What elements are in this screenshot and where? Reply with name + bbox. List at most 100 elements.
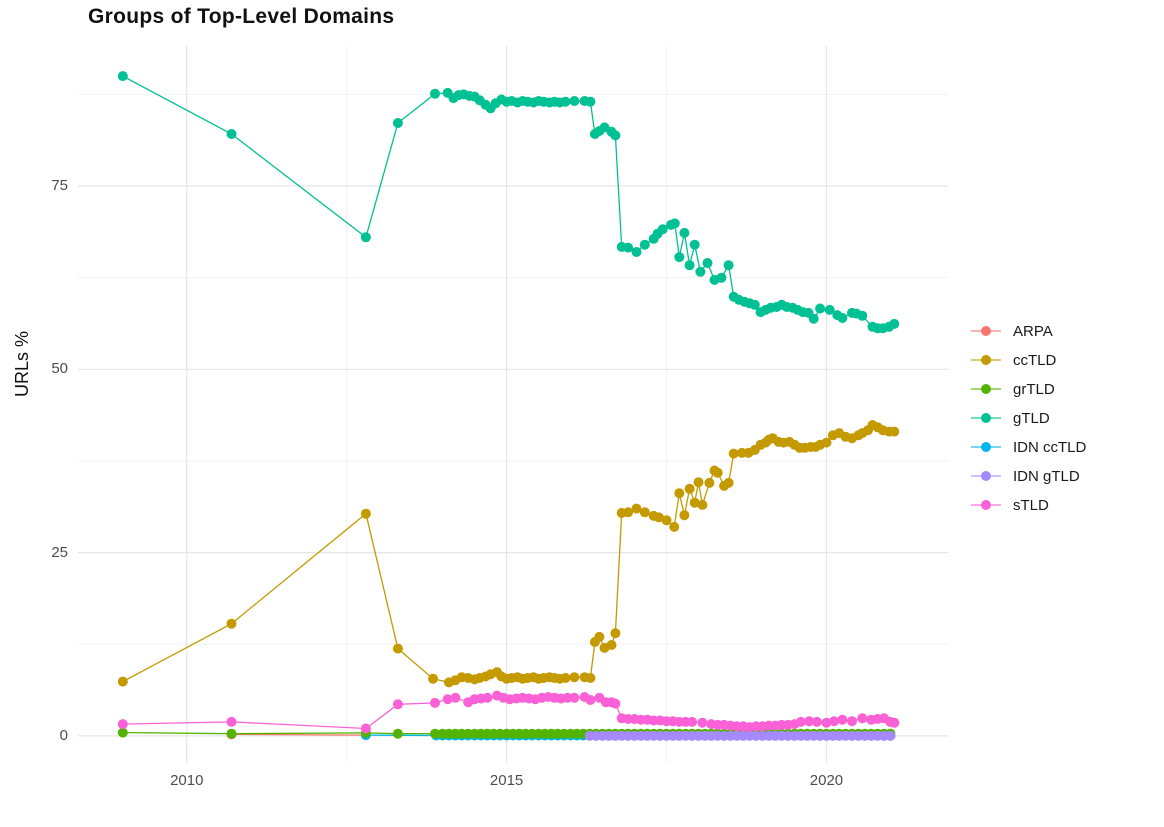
data-point — [749, 299, 760, 310]
data-point — [679, 227, 690, 238]
legend-key-dot — [981, 384, 991, 394]
data-point — [669, 521, 680, 532]
x-tick-label: 2015 — [489, 772, 524, 789]
data-point — [821, 717, 832, 728]
legend-item-arpa: ARPA — [971, 321, 1086, 341]
data-point — [360, 508, 371, 519]
data-point — [687, 716, 698, 727]
data-point — [430, 728, 440, 739]
data-point — [560, 96, 571, 107]
y-tick-label: 75 — [51, 177, 68, 195]
y-tick-label: 25 — [51, 543, 68, 561]
series-stld — [117, 690, 900, 734]
data-point — [693, 477, 704, 488]
data-point — [226, 618, 237, 629]
data-point — [392, 643, 403, 654]
data-point — [392, 699, 403, 710]
series-gtld — [117, 71, 900, 334]
data-point — [610, 130, 621, 141]
data-point — [808, 313, 819, 324]
legend-label: sTLD — [1013, 496, 1049, 514]
legend-key-dot — [981, 500, 991, 510]
data-point — [695, 266, 706, 277]
legend-label: ccTLD — [1013, 351, 1057, 369]
legend: ARPA ccTLD grTLD gTLD IDN ccTLD IDN gTLD sTLD — [971, 321, 1086, 515]
data-point — [689, 497, 700, 508]
data-point — [482, 692, 493, 703]
legend-key-dot — [981, 355, 991, 365]
data-point — [117, 719, 128, 730]
series-line — [122, 75, 895, 329]
data-point — [610, 698, 621, 709]
data-point — [430, 88, 440, 99]
data-point — [392, 118, 403, 128]
data-point — [639, 239, 650, 250]
data-point — [815, 303, 826, 314]
data-point — [360, 232, 371, 243]
legend-key-icon — [971, 466, 1001, 486]
data-point — [857, 713, 868, 724]
data-point — [889, 426, 900, 437]
data-point — [657, 224, 668, 235]
data-point — [702, 258, 713, 268]
data-point — [623, 507, 634, 518]
data-point — [450, 692, 461, 703]
data-point — [585, 96, 596, 107]
data-point — [723, 477, 734, 488]
data-point — [885, 730, 896, 741]
legend-item-idn-gtld: IDN gTLD — [971, 466, 1086, 486]
legend-item-stld: sTLD — [971, 495, 1086, 515]
data-point — [442, 694, 453, 705]
legend-key-icon — [971, 437, 1001, 457]
legend-key-icon — [971, 379, 1001, 399]
data-point — [562, 692, 573, 703]
data-point — [569, 672, 580, 683]
legend-label: grTLD — [1013, 380, 1055, 398]
data-point — [889, 717, 900, 728]
legend-key-icon — [971, 350, 1001, 370]
data-point — [795, 716, 806, 727]
data-point — [585, 673, 596, 683]
legend-label: gTLD — [1013, 409, 1050, 427]
legend-item-idn-cctld: IDN ccTLD — [971, 437, 1086, 457]
data-point — [117, 71, 128, 82]
data-point — [428, 673, 438, 684]
data-point — [857, 310, 868, 321]
legend-label: IDN gTLD — [1013, 467, 1080, 485]
data-point — [569, 96, 580, 106]
data-point — [653, 512, 664, 523]
data-point — [889, 318, 900, 329]
legend-key-dot — [981, 326, 991, 336]
data-point — [824, 304, 835, 315]
data-point — [697, 499, 708, 510]
series-cctld — [117, 420, 900, 688]
data-point — [623, 242, 634, 253]
data-point — [560, 673, 571, 683]
data-point — [689, 239, 700, 250]
legend-key-icon — [971, 495, 1001, 515]
data-point — [804, 716, 815, 727]
data-point — [594, 631, 605, 642]
data-point — [226, 728, 237, 739]
data-point — [728, 448, 739, 459]
data-point — [723, 260, 734, 271]
data-point — [661, 515, 672, 526]
data-point — [430, 697, 440, 708]
data-point — [674, 488, 685, 499]
data-point — [392, 728, 403, 739]
x-tick-label: 2010 — [170, 772, 204, 789]
series-line — [231, 733, 366, 736]
y-tick-label: 0 — [59, 726, 68, 744]
data-point — [697, 717, 708, 728]
data-point — [704, 477, 715, 488]
data-point — [837, 714, 848, 725]
legend-label: IDN ccTLD — [1013, 438, 1087, 456]
data-point — [679, 510, 690, 521]
legend-key-dot — [981, 471, 991, 481]
legend-key-dot — [981, 442, 991, 452]
data-point — [829, 716, 840, 727]
data-point — [811, 716, 822, 727]
legend-label: ARPA — [1013, 322, 1053, 340]
